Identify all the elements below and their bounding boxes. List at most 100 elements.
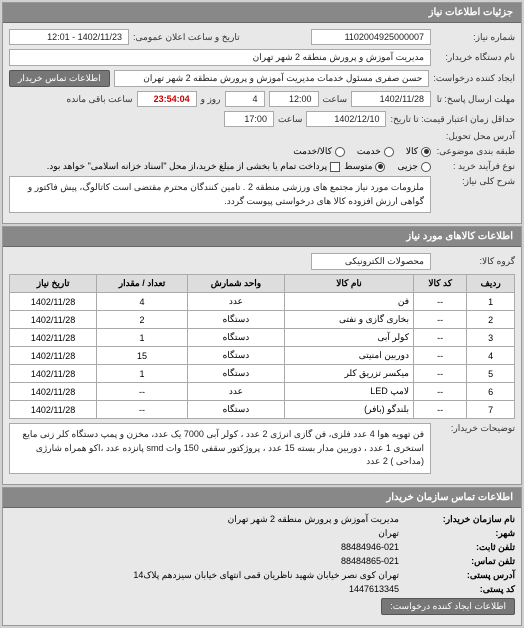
fax-label: تلفن تماس: — [405, 556, 515, 567]
process-radio-motavaset[interactable]: متوسط — [344, 161, 385, 172]
buyer-device-value: مدیریت آموزش و پرورش منطقه 2 شهر تهران — [9, 49, 431, 66]
phone-label: تلفن ثابت: — [405, 542, 515, 553]
city-label: شهر: — [405, 528, 515, 539]
goods-panel-title: اطلاعات کالاهای مورد نیاز — [3, 227, 521, 247]
table-cell: -- — [414, 401, 467, 419]
table-row[interactable]: 7--بلندگو (بافر)دستگاه--1402/11/28 — [10, 401, 515, 419]
table-cell: -- — [414, 329, 467, 347]
org-value: مدیریت آموزش و پرورش منطقه 2 شهر تهران — [228, 514, 399, 525]
table-header: تاریخ نیاز — [10, 275, 97, 293]
remain-days-label: روز و — [201, 94, 221, 105]
table-row[interactable]: 2--بخاری گازی و نفتیدستگاه21402/11/28 — [10, 311, 515, 329]
table-cell: 1402/11/28 — [10, 383, 97, 401]
table-cell: دستگاه — [187, 329, 284, 347]
sharh-text: ملزومات مورد نیاز مجتمع های ورزشی منطقه … — [9, 176, 431, 213]
phone-value: 88484946-021 — [341, 542, 399, 553]
table-cell: 15 — [97, 347, 188, 365]
addr-label: آدرس پستی: — [405, 570, 515, 581]
table-cell: 1 — [467, 293, 515, 311]
table-cell: عدد — [187, 383, 284, 401]
table-cell: 2 — [97, 311, 188, 329]
process-group: جزیی متوسط — [344, 161, 431, 172]
table-cell: -- — [414, 311, 467, 329]
table-cell: 1402/11/28 — [10, 401, 97, 419]
contact-buyer-button[interactable]: اطلاعات تماس خریدار — [9, 70, 110, 87]
radio-dot-icon — [375, 162, 385, 172]
main-panel: جزئیات اطلاعات نیاز شماره نیاز: 11020049… — [2, 2, 522, 224]
radio-dot-icon — [421, 147, 431, 157]
radio-dot-icon — [335, 147, 345, 157]
process-opt-b: متوسط — [344, 161, 372, 172]
table-cell: 1402/11/28 — [10, 365, 97, 383]
classification-label: طبقه بندی موضوعی: — [435, 146, 515, 157]
class-radio-kala[interactable]: کالا — [406, 146, 431, 157]
process-label: نوع فرآیند خرید : — [435, 161, 515, 172]
class-radio-both[interactable]: کالا/خدمت — [293, 146, 345, 157]
table-cell: دستگاه — [187, 347, 284, 365]
radio-dot-icon — [384, 147, 394, 157]
table-header: کد کالا — [414, 275, 467, 293]
valid-time: 17:00 — [224, 111, 274, 127]
sharh-label: شرح کلی نیاز: — [435, 176, 515, 187]
table-cell: دستگاه — [187, 365, 284, 383]
table-cell: -- — [97, 401, 188, 419]
deadline-date: 1402/11/28 — [351, 91, 431, 107]
class-radio-khedmat[interactable]: خدمت — [357, 146, 394, 157]
table-cell: 3 — [467, 329, 515, 347]
process-radio-jozi[interactable]: جزیی — [397, 161, 431, 172]
table-row[interactable]: 1--فنعدد41402/11/28 — [10, 293, 515, 311]
table-cell: -- — [414, 293, 467, 311]
valid-until-label: حداقل زمان اعتبار قیمت: تا تاریخ: — [390, 114, 515, 125]
fax-value: 88484865-021 — [341, 556, 399, 567]
requester-label: ایجاد کننده درخواست: — [433, 73, 515, 84]
request-no-value: 1102004925000007 — [311, 29, 431, 45]
class-opt-c: کالا/خدمت — [293, 146, 332, 157]
post-label: کد پستی: — [405, 584, 515, 595]
class-opt-b: خدمت — [357, 146, 381, 157]
table-row[interactable]: 3--کولر آبیدستگاه11402/11/28 — [10, 329, 515, 347]
remain-time: 23:54:04 — [137, 91, 197, 107]
table-cell: کولر آبی — [285, 329, 414, 347]
table-cell: بلندگو (بافر) — [285, 401, 414, 419]
note-check[interactable]: پرداخت تمام یا بخشی از مبلغ خرید،از محل … — [47, 161, 340, 172]
table-cell: 4 — [97, 293, 188, 311]
radio-dot-icon — [421, 162, 431, 172]
table-cell: -- — [414, 347, 467, 365]
addr-value: تهران کوی نصر خیابان شهید ناظریان قمی ان… — [133, 570, 399, 581]
buyer-notes: فن تهویه هوا 4 عدد فلزی، فن گازی انرژی 2… — [9, 423, 431, 474]
table-row[interactable]: 6--لامپ LEDعدد--1402/11/28 — [10, 383, 515, 401]
table-cell: -- — [414, 383, 467, 401]
group-label: گروه کالا: — [435, 256, 515, 267]
buyer-notes-label: توضیحات خریدار: — [435, 423, 515, 434]
table-cell: 7 — [467, 401, 515, 419]
class-opt-a: کالا — [406, 146, 418, 157]
table-cell: دوربین امنیتی — [285, 347, 414, 365]
goods-table: ردیفکد کالانام کالاواحد شمارشتعداد / مقد… — [9, 274, 515, 419]
city-value: تهران — [378, 528, 399, 539]
create-info-button[interactable]: اطلاعات ایجاد کننده درخواست: — [381, 598, 515, 615]
announce-label: تاریخ و ساعت اعلان عمومی: — [133, 32, 307, 43]
deadline-time: 12:00 — [269, 91, 319, 107]
table-cell: لامپ LED — [285, 383, 414, 401]
table-cell: -- — [414, 365, 467, 383]
goods-panel: اطلاعات کالاهای مورد نیاز گروه کالا: محص… — [2, 226, 522, 485]
table-row[interactable]: 5--میکسر تزریق کلردستگاه11402/11/28 — [10, 365, 515, 383]
remain-days: 4 — [225, 91, 265, 107]
contact-panel-title: اطلاعات تماس سازمان خریدار — [3, 488, 521, 508]
requester-value: حسن صفری مسئول خدمات مدیریت آموزش و پرور… — [114, 70, 430, 87]
table-cell: 4 — [467, 347, 515, 365]
table-cell: 1402/11/28 — [10, 293, 97, 311]
table-row[interactable]: 4--دوربین امنیتیدستگاه151402/11/28 — [10, 347, 515, 365]
org-label: نام سازمان خریدار: — [405, 514, 515, 525]
announce-value: 1402/11/23 - 12:01 — [9, 29, 129, 45]
table-cell: 6 — [467, 383, 515, 401]
table-cell: دستگاه — [187, 401, 284, 419]
table-cell: فن — [285, 293, 414, 311]
table-header: تعداد / مقدار — [97, 275, 188, 293]
group-value: محصولات الکترونیکی — [311, 253, 431, 270]
table-cell: -- — [97, 383, 188, 401]
table-cell: بخاری گازی و نفتی — [285, 311, 414, 329]
table-cell: 1402/11/28 — [10, 329, 97, 347]
remain-time-label: ساعت باقی مانده — [67, 94, 133, 105]
post-value: 1447613345 — [349, 584, 399, 595]
